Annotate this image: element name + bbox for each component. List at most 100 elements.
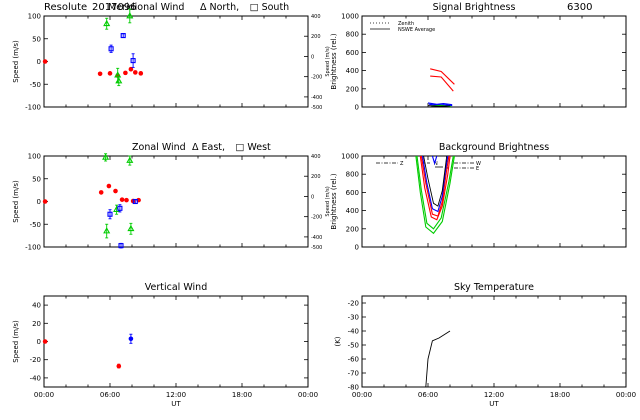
sky-ylabel: (K) [334, 336, 342, 346]
zonal-rtick-label: 0 [311, 194, 314, 200]
sky-series-group [425, 330, 451, 387]
sky-ytick-label: -60 [348, 356, 359, 364]
vertical-ytick-label: 0 [37, 338, 41, 346]
sky-xtick-label: 12:00 [484, 391, 504, 399]
background-series-blue-1 [421, 156, 449, 213]
meridional-point-north [103, 19, 111, 27]
background-ytick-label: 400 [346, 207, 359, 215]
meridional-ytick-label: -50 [30, 81, 41, 89]
sky-frame [361, 295, 627, 388]
zonal-point-zenith [42, 199, 48, 204]
background-ytick-label: 1000 [341, 153, 359, 161]
zonal-ytick-label: 50 [32, 175, 41, 183]
vertical-ytick-label: 20 [32, 320, 41, 328]
zonal-point-zenith [119, 197, 125, 202]
signal-title: Signal Brightness [433, 2, 516, 13]
vertical-ytick-label: -40 [30, 374, 41, 382]
signal-series-black-1 [427, 105, 451, 107]
sky-xlabel: UT [489, 400, 499, 408]
zonal-point-zenith [124, 197, 129, 203]
sky-xtick-label: 00:00 [616, 391, 636, 399]
signal-legend-label: NSWE Average [398, 27, 435, 33]
background-ytick-label: 800 [346, 171, 359, 179]
sky-ytick-label: -40 [348, 328, 359, 336]
meridional-rtick-label: -200 [311, 75, 322, 81]
zonal-point-east [102, 153, 110, 160]
vertical-point-avg [128, 336, 134, 342]
zonal-title: Zonal Wind [132, 142, 186, 153]
zonal-ytick-label: -50 [30, 221, 41, 229]
meridional-rtick-label: -400 [311, 95, 322, 101]
vertical-ytick-label: 40 [32, 302, 41, 310]
meridional-point-zenith [42, 59, 48, 64]
sky-xtick-label: 06:00 [418, 391, 438, 399]
zonal-point-west [107, 211, 113, 217]
header-date: 2017096 [92, 2, 137, 13]
sky-panel: Sky Temperature 00:00 06:00 12:00 18:00 00:00… [334, 282, 636, 408]
background-title: Background Brightness [439, 142, 549, 153]
signal-series-red-2 [430, 75, 454, 92]
background-ytick-label: 600 [346, 189, 359, 197]
header-station: Resolute [44, 2, 87, 13]
background-series-green-inner [416, 156, 454, 230]
meridional-point-zenith [123, 70, 128, 76]
zonal-point-zenith [98, 190, 104, 195]
zonal-rtick-label: -400 [311, 235, 322, 241]
background-legend-label: E [476, 166, 479, 172]
vertical-xtick-label: 06:00 [100, 391, 120, 399]
vertical-xtick-label: 12:00 [166, 391, 186, 399]
meridional-frame [43, 15, 309, 108]
background-series-black-1 [423, 156, 448, 207]
signal-ytick-label: 0 [355, 104, 359, 112]
signal-ytick-label: 800 [346, 31, 359, 39]
signal-wavelength: 6300 [567, 2, 592, 13]
meridional-right-ylabel: Speed (m/s) [325, 46, 331, 76]
sky-xtick-label: 18:00 [550, 391, 570, 399]
zonal-rtick-label: -500 [311, 245, 322, 251]
signal-series-blue-1 [427, 102, 453, 106]
vertical-title: Vertical Wind [145, 282, 207, 293]
zonal-legend-0: Δ East, [192, 142, 225, 153]
meridional-point-south [120, 33, 126, 39]
meridional-point-zenith [107, 71, 113, 76]
meridional-ylabel: Speed (m/s) [12, 40, 20, 83]
background-legend-label: W [476, 161, 481, 167]
signal-ytick-label: 600 [346, 49, 359, 57]
background-legend-label: Z [400, 161, 404, 167]
meridional-rtick-label: -500 [311, 105, 322, 111]
vertical-point-zenith [42, 339, 48, 344]
vertical-frame [43, 295, 309, 388]
meridional-ytick-label: 0 [37, 58, 41, 66]
zonal-point-zenith [113, 188, 118, 194]
zonal-panel: Zonal Wind Δ East, □ West-100-50050100Spee… [12, 142, 331, 252]
zonal-right-ylabel: Speed (m/s) [325, 186, 331, 216]
sky-ytick-label: -30 [348, 314, 359, 322]
sky-xtick-label: 00:00 [352, 391, 372, 399]
zonal-point-east [103, 227, 111, 234]
meridional-point-north [115, 77, 123, 84]
meridional-point-zenith [133, 70, 138, 75]
background-series-green-outer [415, 156, 455, 235]
signal-legend-label: Zenith [398, 21, 414, 27]
signal-ytick-label: 1000 [341, 13, 359, 21]
zonal-ytick-label: 0 [37, 198, 41, 206]
background-legend-label: N [434, 161, 438, 167]
meridional-legend-0: Δ North, [200, 2, 239, 13]
zonal-point-west [118, 243, 124, 249]
meridional-rtick-label: 0 [311, 54, 314, 60]
signal-panel: Signal Brightness 0 200 400 600 800 1000 Bright… [330, 2, 627, 112]
zonal-ylabel: Speed (m/s) [12, 180, 20, 223]
zonal-rtick-label: 200 [311, 174, 321, 180]
vertical-xtick-label: 00:00 [298, 391, 318, 399]
background-frame [361, 155, 627, 248]
sky-ytick-label: -50 [348, 342, 359, 350]
zonal-point-zenith [106, 183, 112, 189]
meridional-rtick-label: 400 [311, 14, 321, 20]
zonal-point-east [126, 156, 134, 163]
meridional-legend-1: □ South [250, 2, 290, 13]
zonal-rtick-label: -200 [311, 215, 322, 221]
background-panel: Background Brightness 0 200 400 600 800 1000 Br… [330, 142, 627, 252]
background-series-blue-2 [431, 156, 438, 166]
zonal-ytick-label: -100 [25, 244, 41, 252]
